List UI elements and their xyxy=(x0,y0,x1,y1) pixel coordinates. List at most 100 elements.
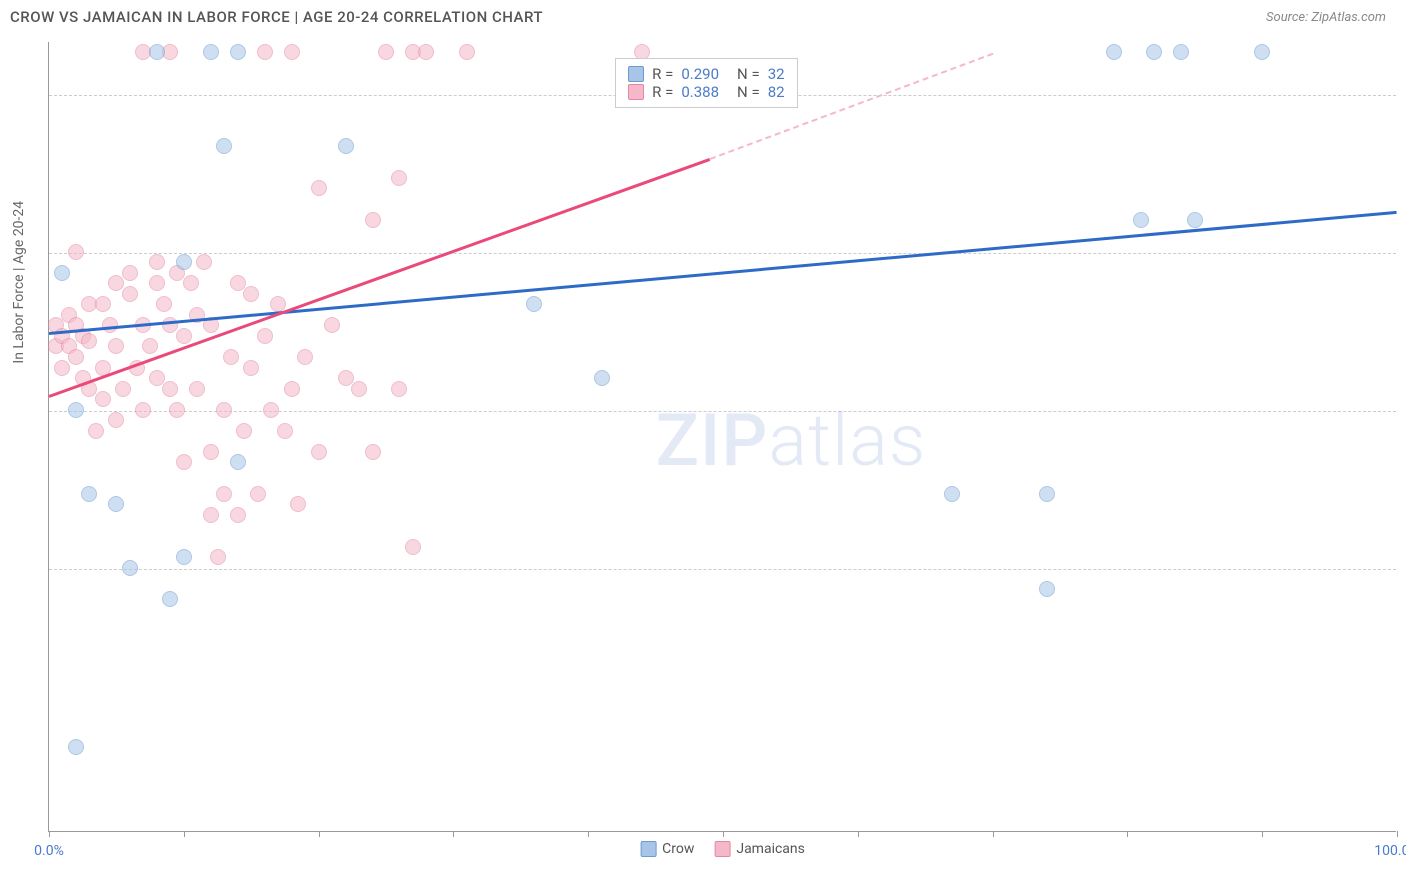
x-tick xyxy=(319,831,320,837)
x-tick xyxy=(184,831,185,837)
x-tick xyxy=(1262,831,1263,837)
scatter-point-jamaicans xyxy=(311,180,327,196)
scatter-point-crow xyxy=(1039,486,1055,502)
scatter-point-jamaicans xyxy=(108,412,124,428)
scatter-point-jamaicans xyxy=(210,549,226,565)
scatter-point-jamaicans xyxy=(88,423,104,439)
legend-n-value: 82 xyxy=(768,83,785,101)
legend-r-value: 0.388 xyxy=(681,83,719,101)
legend-n-label: N = xyxy=(737,83,760,101)
scatter-point-jamaicans xyxy=(418,44,434,60)
scatter-point-jamaicans xyxy=(290,496,306,512)
scatter-point-jamaicans xyxy=(263,402,279,418)
scatter-point-jamaicans xyxy=(176,454,192,470)
scatter-point-crow xyxy=(149,44,165,60)
y-axis-label: In Labor Force | Age 20-24 xyxy=(11,200,27,363)
scatter-point-crow xyxy=(122,560,138,576)
scatter-point-jamaicans xyxy=(135,402,151,418)
x-tick xyxy=(723,831,724,837)
scatter-point-jamaicans xyxy=(223,349,239,365)
scatter-point-jamaicans xyxy=(203,507,219,523)
legend-series-item: Crow xyxy=(640,841,694,857)
chart-source: Source: ZipAtlas.com xyxy=(1266,10,1386,25)
legend-series-label: Jamaicans xyxy=(736,841,805,857)
scatter-point-crow xyxy=(526,296,542,312)
scatter-point-crow xyxy=(594,370,610,386)
scatter-point-jamaicans xyxy=(284,44,300,60)
scatter-point-crow xyxy=(944,486,960,502)
legend-series: Crow Jamaicans xyxy=(640,841,805,857)
legend-swatch xyxy=(628,84,644,100)
scatter-point-jamaicans xyxy=(277,423,293,439)
trend-line xyxy=(48,158,710,398)
scatter-point-jamaicans xyxy=(391,381,407,397)
scatter-point-crow xyxy=(81,486,97,502)
scatter-point-jamaicans xyxy=(351,381,367,397)
scatter-point-jamaicans xyxy=(311,444,327,460)
scatter-point-crow xyxy=(338,138,354,154)
scatter-point-crow xyxy=(216,138,232,154)
legend-swatch xyxy=(714,841,730,857)
scatter-point-jamaicans xyxy=(459,44,475,60)
scatter-point-jamaicans xyxy=(203,444,219,460)
scatter-point-jamaicans xyxy=(391,170,407,186)
x-tick xyxy=(993,831,994,837)
x-tick-label: 100.0% xyxy=(1374,843,1406,859)
scatter-point-jamaicans xyxy=(216,402,232,418)
scatter-point-crow xyxy=(176,549,192,565)
gridline-horizontal xyxy=(49,253,1396,254)
scatter-point-jamaicans xyxy=(230,507,246,523)
scatter-point-jamaicans xyxy=(176,328,192,344)
scatter-point-jamaicans xyxy=(405,539,421,555)
scatter-point-crow xyxy=(176,254,192,270)
scatter-point-jamaicans xyxy=(257,44,273,60)
legend-stats-row: R = 0.290N = 32 xyxy=(628,65,784,83)
scatter-point-jamaicans xyxy=(297,349,313,365)
scatter-point-jamaicans xyxy=(162,381,178,397)
scatter-point-crow xyxy=(54,265,70,281)
scatter-point-crow xyxy=(203,44,219,60)
scatter-point-crow xyxy=(1254,44,1270,60)
scatter-point-jamaicans xyxy=(68,349,84,365)
scatter-point-jamaicans xyxy=(183,275,199,291)
legend-stats: R = 0.290N = 32R = 0.388 N = 82 xyxy=(615,58,797,108)
scatter-point-jamaicans xyxy=(156,296,172,312)
scatter-point-jamaicans xyxy=(365,444,381,460)
legend-stats-row: R = 0.388 N = 82 xyxy=(628,83,784,101)
scatter-point-jamaicans xyxy=(54,360,70,376)
x-tick xyxy=(858,831,859,837)
scatter-point-jamaicans xyxy=(243,286,259,302)
scatter-point-jamaicans xyxy=(149,254,165,270)
scatter-point-crow xyxy=(68,402,84,418)
scatter-point-jamaicans xyxy=(216,486,232,502)
scatter-point-jamaicans xyxy=(378,44,394,60)
x-tick xyxy=(49,831,50,837)
trend-line xyxy=(49,211,1397,335)
scatter-point-jamaicans xyxy=(95,391,111,407)
gridline-horizontal xyxy=(49,569,1396,570)
legend-swatch xyxy=(640,841,656,857)
scatter-point-jamaicans xyxy=(196,254,212,270)
scatter-point-crow xyxy=(162,591,178,607)
scatter-point-jamaicans xyxy=(108,338,124,354)
x-tick xyxy=(588,831,589,837)
chart-plot-area: In Labor Force | Age 20-24 55.0%70.0%85.… xyxy=(48,42,1396,832)
scatter-point-crow xyxy=(108,496,124,512)
scatter-point-crow xyxy=(1173,44,1189,60)
legend-r-label: R = xyxy=(652,83,673,101)
legend-swatch xyxy=(628,66,644,82)
scatter-point-crow xyxy=(1146,44,1162,60)
scatter-point-jamaicans xyxy=(81,333,97,349)
scatter-point-jamaicans xyxy=(250,486,266,502)
scatter-point-jamaicans xyxy=(169,402,185,418)
scatter-point-crow xyxy=(1039,581,1055,597)
legend-series-label: Crow xyxy=(662,841,694,857)
chart-header: CROW VS JAMAICAN IN LABOR FORCE | AGE 20… xyxy=(0,0,1406,34)
scatter-point-crow xyxy=(1106,44,1122,60)
legend-series-item: Jamaicans xyxy=(714,841,805,857)
scatter-point-jamaicans xyxy=(122,286,138,302)
scatter-point-jamaicans xyxy=(122,265,138,281)
gridline-horizontal xyxy=(49,411,1396,412)
scatter-point-crow xyxy=(1133,212,1149,228)
legend-n-label: N = xyxy=(737,65,760,83)
